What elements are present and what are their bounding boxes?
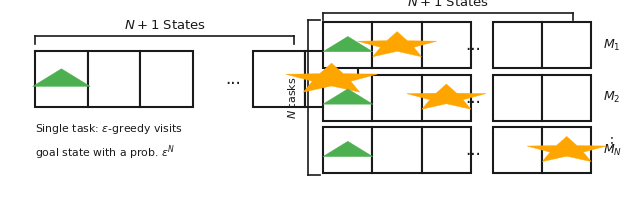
- Polygon shape: [358, 32, 436, 57]
- Text: $N + 1$ States: $N + 1$ States: [407, 0, 489, 9]
- Bar: [542, 22, 591, 68]
- Polygon shape: [33, 69, 90, 86]
- Bar: [422, 127, 471, 173]
- Bar: [323, 127, 372, 173]
- Polygon shape: [286, 63, 377, 92]
- Polygon shape: [323, 36, 372, 52]
- Text: ...: ...: [226, 70, 241, 88]
- Bar: [140, 51, 193, 107]
- Text: $M_1$: $M_1$: [603, 38, 620, 53]
- Bar: [542, 75, 591, 121]
- Bar: [493, 22, 542, 68]
- Bar: [323, 22, 372, 68]
- Text: $M_2$: $M_2$: [603, 90, 620, 106]
- Bar: [422, 22, 471, 68]
- Bar: [88, 51, 140, 107]
- Text: $M_N$: $M_N$: [603, 143, 622, 158]
- Text: $N + 1$ States: $N + 1$ States: [124, 19, 206, 32]
- Bar: [493, 127, 542, 173]
- Text: $\vdots$: $\vdots$: [604, 135, 614, 150]
- Text: Single task: $\epsilon$-greedy visits: Single task: $\epsilon$-greedy visits: [35, 122, 183, 136]
- Text: ...: ...: [466, 89, 481, 107]
- Text: ...: ...: [466, 36, 481, 55]
- Polygon shape: [323, 141, 372, 157]
- Polygon shape: [527, 137, 606, 162]
- Bar: [372, 127, 422, 173]
- Bar: [372, 22, 422, 68]
- Bar: [542, 127, 591, 173]
- Bar: [323, 75, 372, 121]
- Text: $N$ tasks: $N$ tasks: [287, 77, 298, 119]
- Bar: [372, 75, 422, 121]
- Polygon shape: [407, 84, 486, 109]
- Bar: [35, 51, 88, 107]
- Text: ...: ...: [466, 141, 481, 159]
- Bar: [305, 51, 358, 107]
- Bar: [253, 51, 305, 107]
- Bar: [422, 75, 471, 121]
- Polygon shape: [323, 89, 372, 104]
- Text: goal state with a prob. $\epsilon^{N}$: goal state with a prob. $\epsilon^{N}$: [35, 143, 175, 162]
- Bar: [493, 75, 542, 121]
